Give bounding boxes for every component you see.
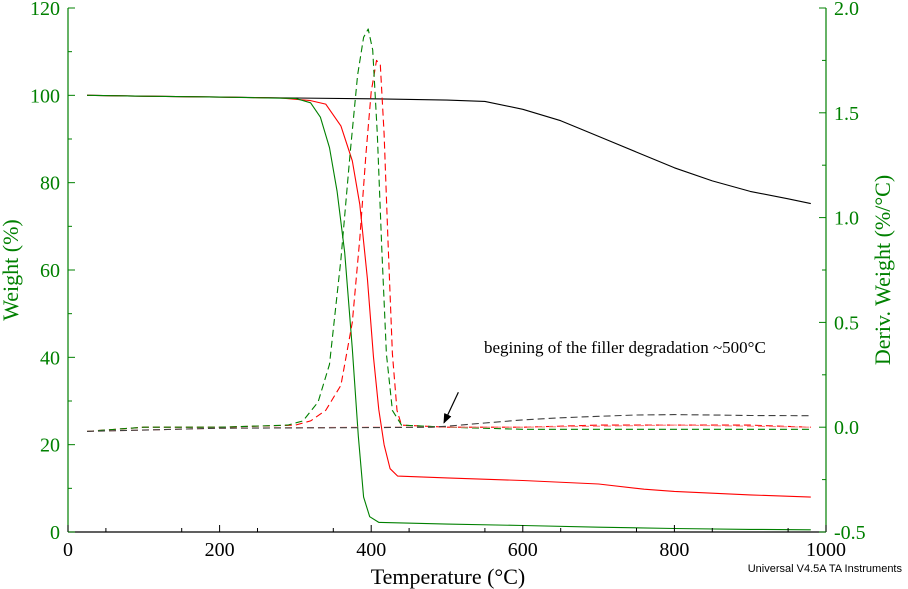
- left-y-axis-label: Weight (%): [0, 219, 23, 320]
- right-y-tick-label: 0.5: [834, 312, 859, 334]
- axes: [67, 8, 827, 533]
- series-line-6: [86, 424, 811, 432]
- annotation-arrow: [443, 392, 459, 424]
- instrument-credit: Universal V4.5A TA Instruments: [747, 563, 902, 575]
- x-tick-label: 200: [205, 539, 235, 561]
- x-axis-label: Temperature (°C): [371, 564, 525, 589]
- annotation: begining of the filler degradation ~500°…: [443, 338, 766, 424]
- right-y-tick-label: 1.5: [834, 103, 859, 125]
- right-y-tick-label: 1.0: [834, 208, 859, 230]
- series-line-7: [86, 414, 811, 432]
- right-y-tick-label: 2.0: [834, 0, 859, 20]
- ticks: 0 200 400 600 800 1000 0 20 40 60 80 100 120 -0.5 0.0 0…: [30, 0, 866, 561]
- series-line-4: [86, 59, 811, 432]
- left-y-tick-label: 100: [30, 85, 60, 107]
- series-line-1: [86, 94, 811, 205]
- left-y-tick-label: 80: [40, 173, 60, 195]
- left-y-tick-label: 40: [40, 347, 60, 369]
- x-tick-label: 600: [508, 539, 538, 561]
- x-tick-label: 0: [63, 539, 73, 561]
- x-tick-label: 400: [356, 539, 386, 561]
- left-y-tick-label: 60: [40, 260, 60, 282]
- right-y-tick-label: 0.0: [834, 417, 859, 439]
- left-y-tick-label: 20: [40, 435, 60, 457]
- x-tick-label: 800: [659, 539, 689, 561]
- series-line-5: [86, 28, 811, 432]
- right-y-tick-label: -0.5: [834, 522, 866, 544]
- series-line-3: [86, 94, 811, 531]
- series-line-2: [86, 94, 811, 498]
- left-y-tick-label: 0: [50, 522, 60, 544]
- left-y-tick-label: 120: [30, 0, 60, 20]
- x-tick-label: 1000: [806, 539, 846, 561]
- series-curves: [86, 28, 811, 531]
- right-y-axis-label: Deriv. Weight (%/°C): [870, 175, 895, 365]
- annotation-text: begining of the filler degradation ~500°…: [484, 338, 766, 357]
